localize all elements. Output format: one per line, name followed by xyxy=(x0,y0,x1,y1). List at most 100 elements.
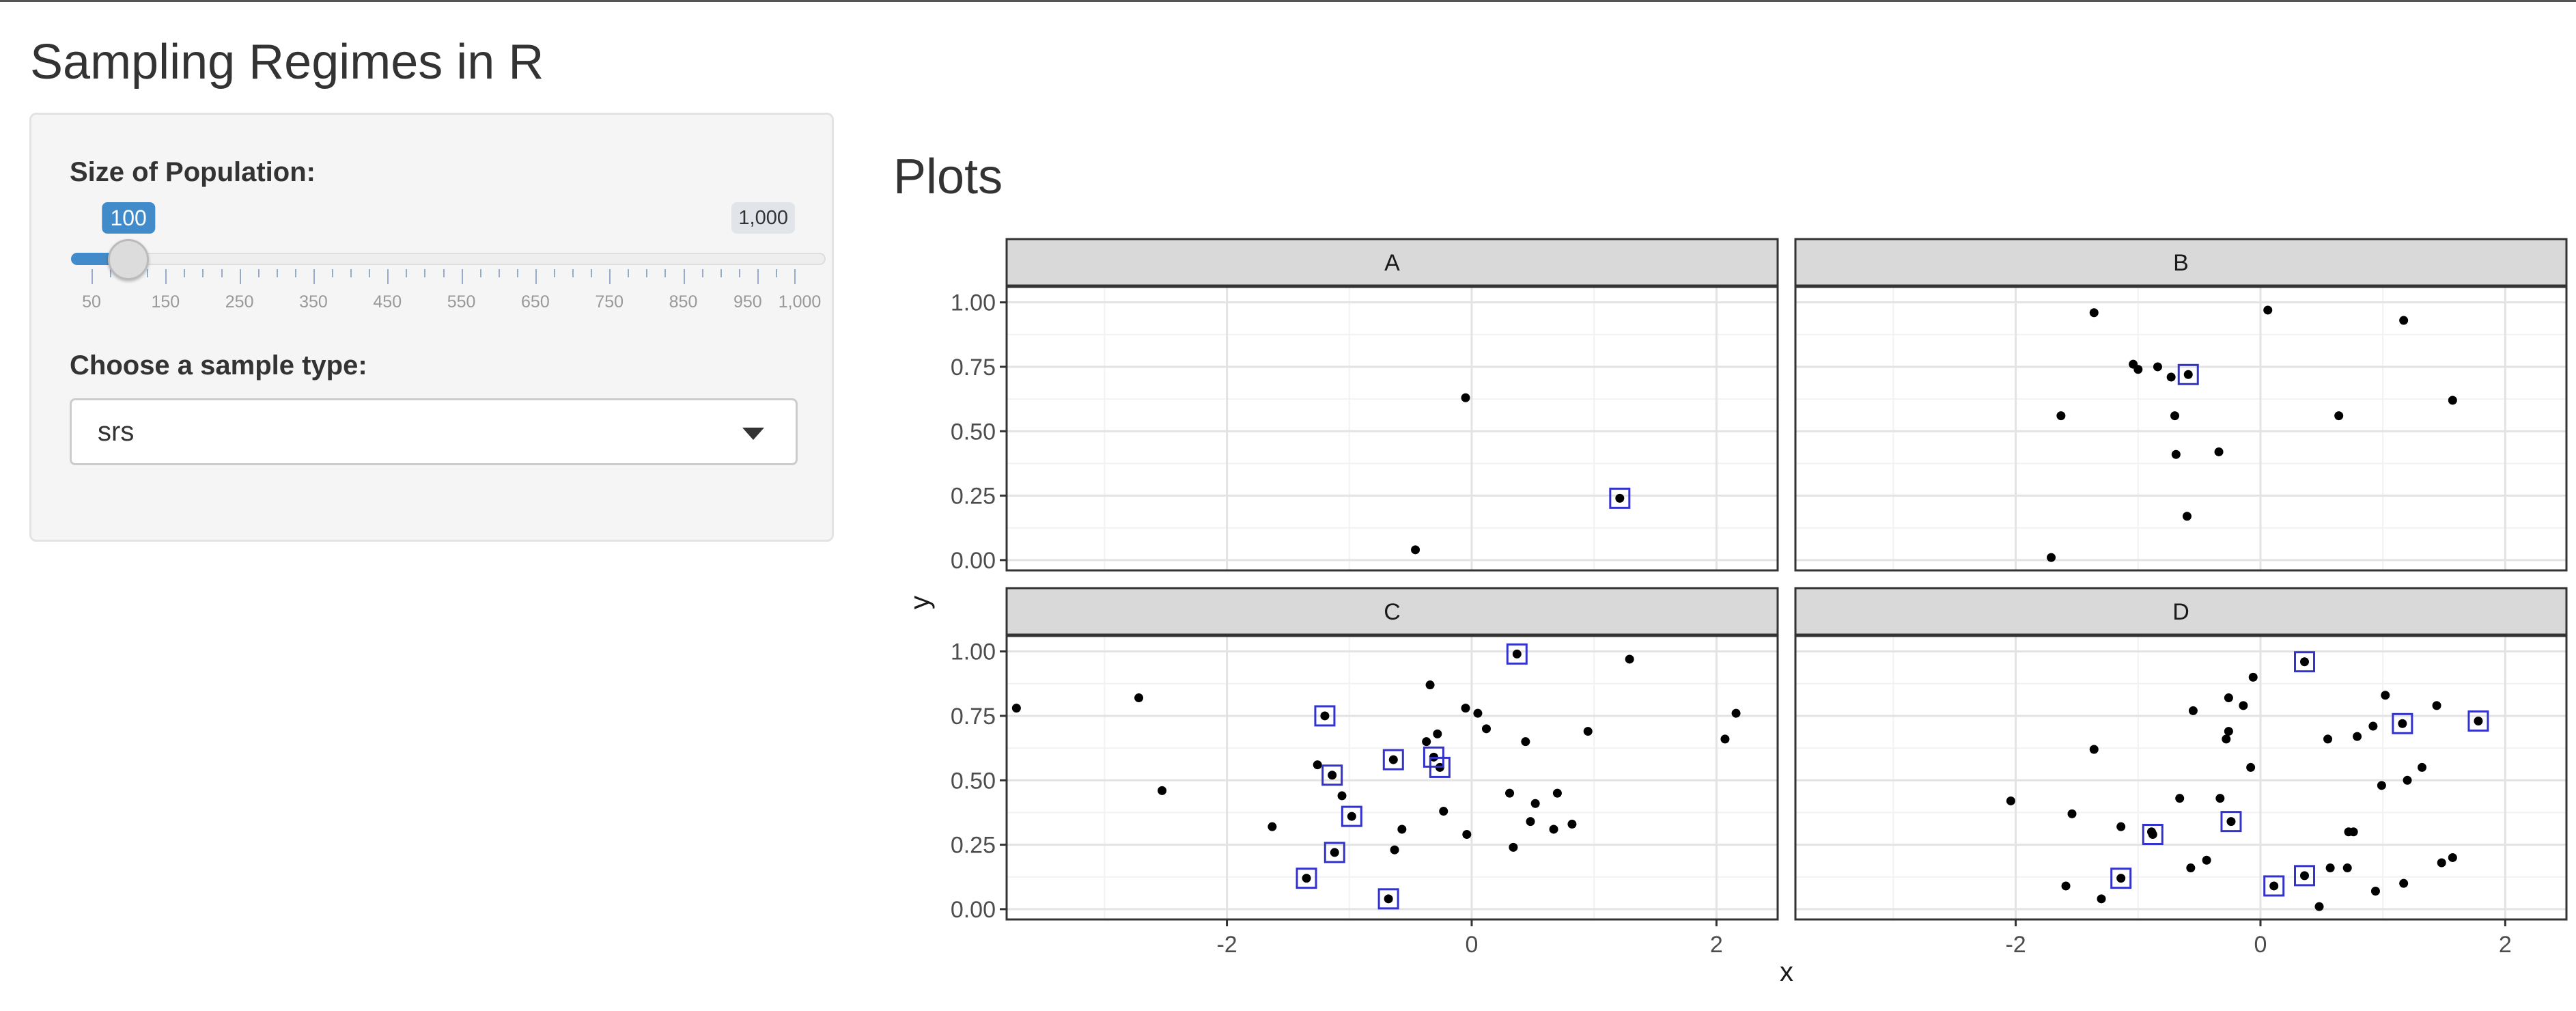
data-point xyxy=(2448,396,2457,405)
facet-strip xyxy=(1005,238,1779,287)
data-point xyxy=(1720,734,1730,744)
slider-grid-label: 250 xyxy=(225,292,254,311)
slider-grid-tick xyxy=(535,269,537,284)
data-point xyxy=(1390,845,1399,855)
sample-type-label: Choose a sample type: xyxy=(70,350,367,380)
sample-type-selected-value: srs xyxy=(98,417,135,447)
sampled-point-box xyxy=(1321,764,1343,786)
slider-grid-tick xyxy=(239,269,241,284)
data-point xyxy=(2056,411,2066,421)
slider-grid-tick xyxy=(92,269,93,284)
slider-grid-tick xyxy=(313,269,315,284)
slider-grid-tick xyxy=(332,269,334,277)
facet-strip-label: B xyxy=(2173,250,2189,276)
data-point xyxy=(2188,706,2198,715)
data-point xyxy=(1549,825,1558,834)
slider-grid-tick xyxy=(406,269,408,277)
sample-type-select[interactable]: srs xyxy=(70,398,798,465)
slider-handle[interactable] xyxy=(108,239,150,280)
data-point xyxy=(1313,760,1322,770)
sampled-point-box xyxy=(2220,811,2242,833)
data-point xyxy=(1473,708,1483,718)
slider-grid-tick xyxy=(479,269,481,277)
data-point xyxy=(2097,894,2106,904)
data-point xyxy=(1337,791,1347,801)
facet-strip-label: D xyxy=(2172,599,2189,625)
data-point xyxy=(1461,393,1470,402)
slider-grid-tick xyxy=(184,269,186,277)
data-point xyxy=(2047,553,2056,562)
data-point xyxy=(1530,799,1540,808)
data-point xyxy=(2323,734,2333,744)
slider-grid-tick xyxy=(720,269,722,277)
data-point xyxy=(1526,817,1535,827)
data-point xyxy=(2226,817,2236,827)
data-point xyxy=(1521,737,1530,747)
data-point xyxy=(1462,830,1472,839)
slider-grid-tick xyxy=(221,269,223,277)
slider-grid-tick xyxy=(276,269,278,277)
sampled-point-box xyxy=(1296,868,1317,889)
panel-border xyxy=(1005,635,1779,921)
sampled-point-box xyxy=(2392,712,2413,734)
slider-grid-label: 650 xyxy=(521,292,550,311)
facet-panel-c: C 0.00 0.25 0.50 0.75 1.00 -2 0 2 xyxy=(951,587,1779,958)
plots-heading: Plots xyxy=(893,150,1003,204)
sampled-point-box xyxy=(1341,805,1362,827)
x-tick-label: 0 xyxy=(1466,932,1479,958)
data-point xyxy=(1320,711,1330,721)
sampled-point-box xyxy=(1429,756,1451,778)
slider-grid-tick xyxy=(591,269,593,277)
data-point xyxy=(2432,701,2441,710)
data-point xyxy=(2299,657,2309,667)
app-title: Sampling Regimes in R xyxy=(30,35,544,89)
data-point xyxy=(2248,672,2258,682)
y-tick-label: 1.00 xyxy=(951,639,996,665)
data-point xyxy=(1552,788,1562,798)
data-point xyxy=(1328,771,1337,780)
slider-value-badge: 100 xyxy=(102,202,155,234)
slider-grid-tick xyxy=(738,269,740,277)
slider-grid-tick xyxy=(646,269,648,277)
data-point xyxy=(2186,863,2196,873)
data-point xyxy=(2418,762,2427,772)
y-tick-label: 0.00 xyxy=(951,548,996,574)
data-point xyxy=(2342,863,2352,873)
data-point xyxy=(2089,308,2099,318)
data-point xyxy=(2222,734,2231,744)
data-point xyxy=(2381,691,2390,700)
chevron-down-icon[interactable] xyxy=(742,428,764,440)
slider-grid-tick xyxy=(257,269,260,277)
y-tick-label: 0.75 xyxy=(951,704,996,730)
data-point xyxy=(2403,775,2412,785)
slider-grid-tick xyxy=(165,269,167,284)
data-point xyxy=(1731,708,1741,718)
slider-grid-label: 750 xyxy=(595,292,624,311)
data-point xyxy=(2325,863,2335,873)
slider-max-badge: 1,000 xyxy=(731,202,795,234)
data-point xyxy=(2202,855,2211,865)
data-point xyxy=(1302,874,1311,883)
data-point xyxy=(1397,825,1407,834)
slider-track[interactable] xyxy=(71,253,826,265)
y-tick-label: 0.25 xyxy=(951,833,996,859)
slider-grid-tick xyxy=(553,269,555,277)
data-point xyxy=(2214,447,2224,456)
data-point xyxy=(2370,887,2380,896)
data-point xyxy=(2334,411,2344,421)
slider-grid-tick xyxy=(609,269,611,284)
sampled-point-box xyxy=(1506,643,1528,665)
data-point xyxy=(2263,305,2273,315)
data-point xyxy=(1433,729,1442,738)
population-size-label: Size of Population: xyxy=(70,157,316,187)
slider-grid-tick xyxy=(498,269,500,277)
slider-grid-tick xyxy=(294,269,296,277)
sampled-point-box xyxy=(1314,705,1336,727)
slider-grid-tick xyxy=(757,269,759,284)
y-tick-label: 0.75 xyxy=(951,355,996,380)
slider-grid-tick xyxy=(794,269,796,284)
data-point xyxy=(1481,724,1491,734)
data-point xyxy=(1625,654,1634,664)
data-point xyxy=(2089,745,2099,754)
slider-grid-tick xyxy=(202,269,204,277)
